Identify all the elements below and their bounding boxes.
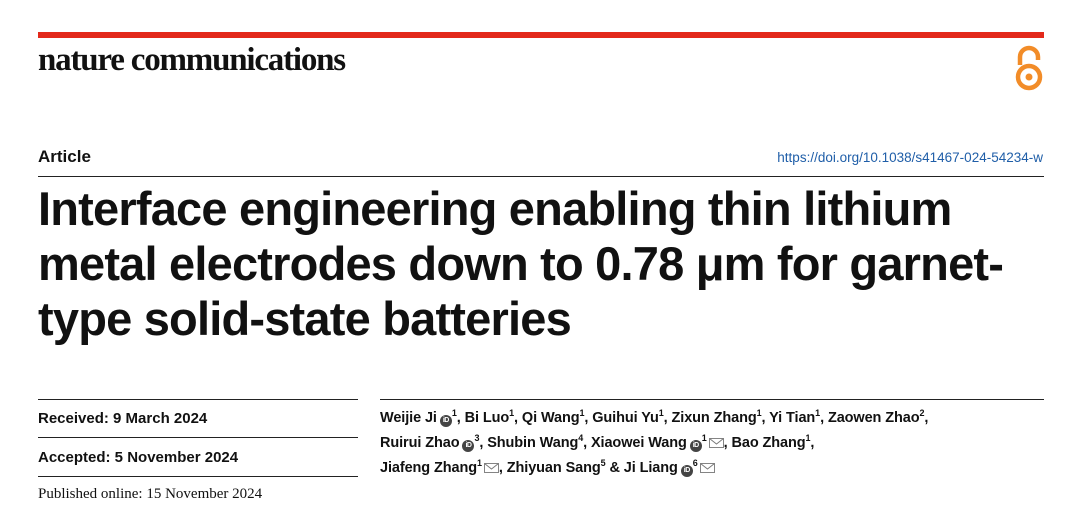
open-access-icon [1015, 45, 1043, 91]
author-name[interactable]: Yi Tian [769, 410, 816, 426]
affiliation-number: 2 [919, 408, 925, 419]
accepted-date: Accepted: 5 November 2024 [38, 449, 239, 466]
author-list: Weijie Ji iD1, Bi Luo1, Qi Wang1, Guihui … [380, 406, 1050, 481]
dates-divider [38, 476, 358, 477]
dates-divider-top [38, 399, 358, 400]
author-entry: Guihui Yu1, [592, 408, 672, 426]
author-separator: , [456, 410, 465, 426]
received-date: Received: 9 March 2024 [38, 410, 208, 427]
affiliation-number: 1 [756, 408, 762, 419]
author-entry: Yi Tian1, [769, 408, 828, 426]
author-separator: , [498, 460, 507, 476]
author-separator: , [810, 435, 815, 451]
author-entry: Zhiyuan Sang5 & [506, 458, 624, 476]
author-name[interactable]: Ruirui Zhao [380, 435, 460, 451]
affiliation-number: 1 [509, 408, 515, 419]
author-entry: Xiaowei Wang iD1, [590, 433, 732, 452]
author-entry: Zixun Zhang1, [671, 408, 770, 426]
affiliation-number: 4 [578, 433, 584, 444]
title-line: type solid-state batteries [38, 292, 572, 345]
author-name[interactable]: Zaowen Zhao [827, 410, 920, 426]
author-separator: , [479, 435, 488, 451]
author-name[interactable]: Shubin Wang [487, 435, 579, 451]
author-separator: , [924, 410, 929, 426]
author-separator: , [761, 410, 770, 426]
orcid-icon[interactable]: iD [439, 415, 452, 427]
author-entry: Jiafeng Zhang1, [380, 458, 507, 476]
email-icon[interactable] [699, 463, 715, 473]
title-line: metal electrodes down to 0.78 μm for gar… [38, 237, 1004, 290]
author-name[interactable]: Bi Luo [464, 410, 510, 426]
author-name[interactable]: Xiaowei Wang [590, 435, 687, 451]
author-separator: , [663, 410, 672, 426]
title-line: Interface engineering enabling thin lith… [38, 182, 952, 235]
author-separator: , [584, 410, 593, 426]
author-entry: Bao Zhang1, [731, 433, 815, 451]
author-entry: Qi Wang1, [521, 408, 593, 426]
author-name[interactable]: Qi Wang [521, 410, 580, 426]
author-separator: , [723, 435, 732, 451]
author-name[interactable]: Ji Liang [623, 460, 678, 476]
doi-link[interactable]: https://doi.org/10.1038/s41467-024-54234… [777, 150, 1043, 165]
email-icon[interactable] [708, 438, 724, 448]
author-name[interactable]: Zhiyuan Sang [506, 460, 601, 476]
author-entry: Bi Luo1, [464, 408, 522, 426]
published-date: Published online: 15 November 2024 [38, 486, 263, 502]
author-entry: Ruirui Zhao iD3, [380, 433, 488, 452]
header-divider [38, 176, 1044, 177]
affiliation-number: 1 [658, 408, 664, 419]
author-name[interactable]: Jiafeng Zhang [380, 460, 477, 476]
affiliation-number: 1 [701, 433, 707, 444]
orcid-icon[interactable]: iD [689, 440, 702, 452]
author-separator: , [514, 410, 522, 426]
author-entry: Zaowen Zhao2, [827, 408, 929, 426]
affiliation-number: 1 [805, 433, 811, 444]
article-title: Interface engineering enabling thin lith… [38, 181, 1044, 346]
email-icon[interactable] [483, 463, 499, 473]
affiliation-number: 1 [579, 408, 585, 419]
author-name[interactable]: Bao Zhang [731, 435, 806, 451]
author-entry: Shubin Wang4, [487, 433, 591, 451]
authors-divider-top [380, 399, 1044, 400]
affiliation-number: 5 [600, 458, 606, 469]
author-separator: , [820, 410, 828, 426]
affiliation-number: 1 [451, 408, 457, 419]
author-separator: , [583, 435, 591, 451]
author-name[interactable]: Guihui Yu [592, 410, 659, 426]
affiliation-number: 6 [692, 458, 698, 469]
affiliation-number: 3 [474, 433, 480, 444]
author-entry: Ji Liang iD6 [623, 458, 715, 477]
journal-name: nature communications [38, 42, 346, 78]
author-name[interactable]: Zixun Zhang [671, 410, 757, 426]
affiliation-number: 1 [477, 458, 482, 469]
affiliation-number: 1 [815, 408, 821, 419]
orcid-icon[interactable]: iD [680, 465, 693, 477]
article-type-label: Article [38, 147, 91, 166]
journal-accent-bar [38, 32, 1044, 38]
orcid-icon[interactable]: iD [462, 440, 475, 452]
dates-divider [38, 437, 358, 438]
author-separator: & [605, 460, 624, 476]
author-name[interactable]: Weijie Ji [380, 410, 437, 426]
author-entry: Weijie Ji iD1, [380, 408, 465, 427]
